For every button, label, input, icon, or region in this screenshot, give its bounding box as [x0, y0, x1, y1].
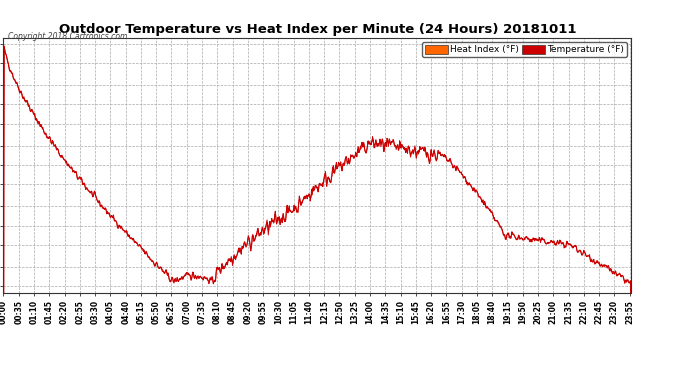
Title: Outdoor Temperature vs Heat Index per Minute (24 Hours) 20181011: Outdoor Temperature vs Heat Index per Mi…	[59, 23, 576, 36]
Text: Copyright 2018 Cartronics.com: Copyright 2018 Cartronics.com	[8, 32, 128, 41]
Legend: Heat Index (°F), Temperature (°F): Heat Index (°F), Temperature (°F)	[422, 42, 627, 57]
